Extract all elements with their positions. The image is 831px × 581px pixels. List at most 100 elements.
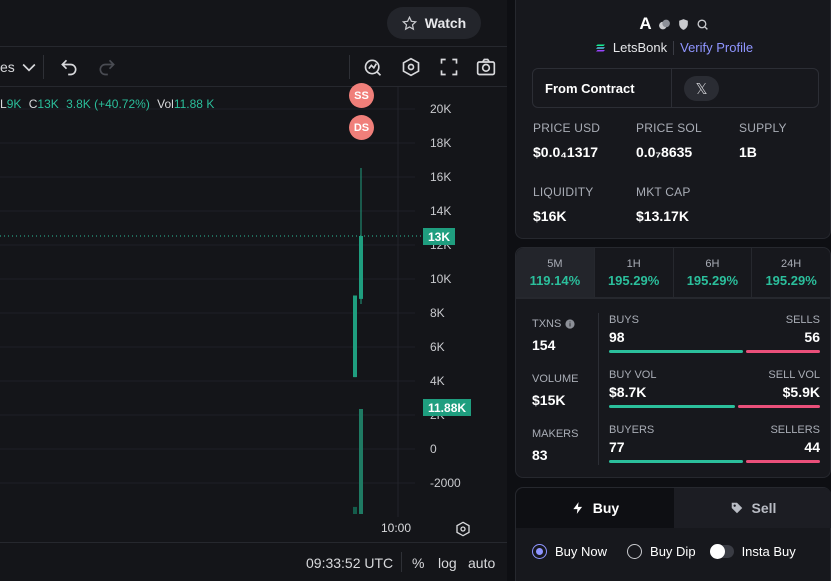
timeframe-label: es [0, 59, 15, 75]
price-tick-label: 18K [430, 136, 452, 150]
star-icon [401, 15, 417, 30]
price-tick-label: 4K [430, 374, 445, 388]
stat-price-usd: PRICE USD $0.0₄1317 [533, 121, 601, 160]
buy-sell-volume-bar [609, 405, 820, 408]
buy-dip-radio[interactable] [627, 544, 643, 559]
time-axis[interactable]: 10:00 [0, 517, 507, 543]
camera-icon [476, 58, 496, 76]
chart-status-bar: 09:33:52 UTC % log auto [0, 543, 507, 581]
verify-profile-link[interactable]: Verify Profile [680, 40, 754, 55]
token-profile-row: LetsBonk Verify Profile [516, 40, 831, 55]
timeframe-select[interactable]: es [0, 47, 39, 87]
fullscreen-icon [440, 58, 458, 76]
tag-icon [731, 502, 742, 514]
sell-share-bar [746, 350, 820, 353]
volume-bar [353, 506, 357, 514]
chart-pane: Watch es [0, 0, 507, 581]
token-side-panel: A LetsBonk Verify Profile From Contract … [507, 0, 831, 581]
gear-icon[interactable] [455, 521, 471, 537]
ohlc-legend: L9K C13K 3.8K (+40.72%) Vol11.88 K [0, 97, 214, 111]
redo-button[interactable] [96, 47, 118, 87]
fullscreen-button[interactable] [438, 47, 460, 87]
x-social-button[interactable]: 𝕏 [684, 76, 719, 101]
redo-icon [99, 59, 115, 76]
info-icon[interactable] [565, 319, 575, 329]
tab-6h[interactable]: 6H 195.29% [674, 248, 753, 297]
buyers-sellers-group: BUYERS SELLERS 77 44 [609, 424, 820, 463]
screenshot-button[interactable] [475, 47, 497, 87]
price-tick-label: 8K [430, 306, 445, 320]
price-tick-label: 0 [430, 442, 437, 456]
candle-body [359, 236, 363, 299]
sell-share-bar [746, 460, 820, 463]
undo-button[interactable] [58, 47, 80, 87]
insta-buy-label[interactable]: Insta Buy [741, 544, 796, 559]
shield-icon[interactable] [677, 18, 690, 31]
percent-toggle[interactable]: % [412, 555, 425, 571]
volume-tag: 11.88K [423, 399, 472, 416]
copy-icon[interactable] [658, 18, 671, 31]
hexagon-settings-icon [402, 57, 420, 77]
price-change-tabs: 5M 119.14% 1H 195.29% 6H 195.29% 24H 195.29% [515, 247, 831, 298]
status-divider [401, 552, 402, 572]
log-toggle[interactable]: log [438, 555, 457, 571]
low-value: 9K [6, 97, 22, 111]
buys-sells-bar [609, 350, 820, 353]
buy-share-bar [609, 350, 744, 353]
close-value: 13K [37, 97, 59, 111]
undo-icon [61, 59, 77, 76]
transactions-card: TXNS 154 VOLUME $15K MAKERS 83 BUYS SELLS 9… [515, 298, 831, 478]
buyers-sellers-bar [609, 460, 820, 463]
lightning-icon [573, 502, 582, 514]
settings-button[interactable] [400, 47, 422, 87]
insta-buy-toggle[interactable] [709, 544, 734, 559]
tab-sell[interactable]: Sell [674, 488, 831, 528]
price-tick-label: 20K [430, 102, 452, 116]
clock: 09:33:52 UTC [306, 555, 394, 571]
stat-market-cap: MKT CAP $13.17K [636, 185, 691, 224]
buy-now-label[interactable]: Buy Now [555, 544, 608, 559]
trade-card: Buy Sell Buy Now Buy Dip Insta Buy [515, 487, 831, 581]
price-tick-label: 10K [430, 272, 452, 286]
price-chart[interactable]: 20K18K16K14K12K10K8K6K4K2K0-2000 SS DS 1… [0, 83, 507, 517]
buys-sells-group: BUYS SELLS 98 56 [609, 314, 820, 353]
last-price-tag: 13K [423, 228, 456, 245]
trade-tabs: Buy Sell [516, 488, 831, 528]
token-symbol: A [639, 14, 652, 33]
stat-liquidity: LIQUIDITY $16K [533, 185, 594, 224]
buy-share-bar [609, 460, 744, 463]
search-icon[interactable] [696, 18, 709, 31]
chart-top-bar: Watch [0, 0, 507, 47]
chart-canvas [0, 87, 423, 517]
buy-share-bar [609, 405, 735, 408]
chart-toolbar: es [0, 47, 507, 87]
solana-icon [595, 44, 605, 51]
watch-label: Watch [424, 15, 467, 31]
toolbar-divider [43, 55, 44, 79]
volume-label: Vol [157, 97, 174, 111]
ds-marker[interactable]: DS [349, 115, 374, 140]
indicators-button[interactable] [362, 47, 384, 87]
tab-buy[interactable]: Buy [516, 488, 674, 528]
price-tick-label: 16K [430, 170, 452, 184]
from-contract-button[interactable]: From Contract [533, 69, 672, 107]
token-info-card: A LetsBonk Verify Profile From Contract … [515, 0, 831, 239]
tab-24h[interactable]: 24H 195.29% [765, 258, 817, 288]
launchpad-link[interactable]: LetsBonk [612, 40, 668, 55]
watch-button[interactable]: Watch [387, 7, 481, 39]
contract-box: From Contract 𝕏 [532, 68, 819, 108]
low-label: L [0, 97, 7, 111]
token-header: A [516, 14, 831, 34]
ss-marker[interactable]: SS [349, 83, 374, 108]
toolbar-divider [349, 55, 350, 79]
tab-5m[interactable]: 5M 119.14% [516, 248, 595, 297]
buy-now-radio[interactable] [532, 544, 547, 559]
auto-toggle[interactable]: auto [468, 555, 496, 571]
price-tick-label: 6K [430, 340, 445, 354]
indicators-icon [364, 59, 382, 76]
buy-dip-label[interactable]: Buy Dip [650, 544, 696, 559]
tab-1h[interactable]: 1H 195.29% [595, 248, 674, 297]
volume-value: 11.88 K [173, 97, 215, 111]
buy-mode-row: Buy Now Buy Dip Insta Buy [532, 544, 796, 559]
sell-share-bar [737, 405, 820, 408]
